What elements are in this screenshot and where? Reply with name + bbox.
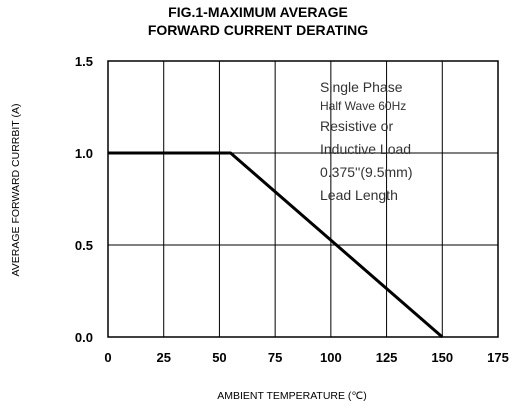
chart-title-line-2: FORWARD CURRENT DERATING [148, 22, 368, 38]
x-tick-label: 50 [212, 350, 226, 365]
x-tick-label: 25 [156, 350, 170, 365]
annotation-line-1: Single Phase [320, 79, 403, 95]
annotation-text: Single Phase Half Wave 60Hz Resistive or… [320, 79, 413, 203]
x-axis-label: AMBIENT TEMPERATURE (℃) [217, 390, 366, 402]
plot-frame [107, 60, 499, 338]
y-axis-label: AVERAGE FORWARD CURRBIT (A) [10, 104, 22, 277]
x-tick-label: 0 [104, 350, 111, 365]
y-tick-labels: 0.0 0.5 1.0 1.5 [75, 54, 93, 345]
derating-curve [108, 151, 444, 339]
chart-title-line-1: FIG.1-MAXIMUM AVERAGE [168, 4, 348, 20]
y-tick-label: 1.0 [75, 146, 93, 161]
grid-lines [108, 61, 498, 337]
y-tick-label: 1.5 [75, 54, 93, 69]
annotation-line-2: Half Wave 60Hz [320, 99, 406, 113]
x-tick-label: 125 [376, 350, 398, 365]
annotation-line-5: 0.375''(9.5mm) [320, 164, 413, 180]
annotation-line-4: Inductive Load [320, 141, 411, 157]
y-tick-label: 0.0 [75, 330, 93, 345]
x-tick-label: 150 [431, 350, 453, 365]
series-group [108, 151, 444, 339]
annotation-line-3: Resistive or [320, 118, 393, 134]
annotation-line-6: Lead Length [320, 187, 398, 203]
x-tick-label: 175 [487, 350, 509, 365]
y-tick-label: 0.5 [75, 238, 93, 253]
x-tick-label: 75 [268, 350, 282, 365]
x-tick-label: 100 [320, 350, 342, 365]
x-tick-labels: 0 25 50 75 100 125 150 175 [104, 350, 508, 365]
